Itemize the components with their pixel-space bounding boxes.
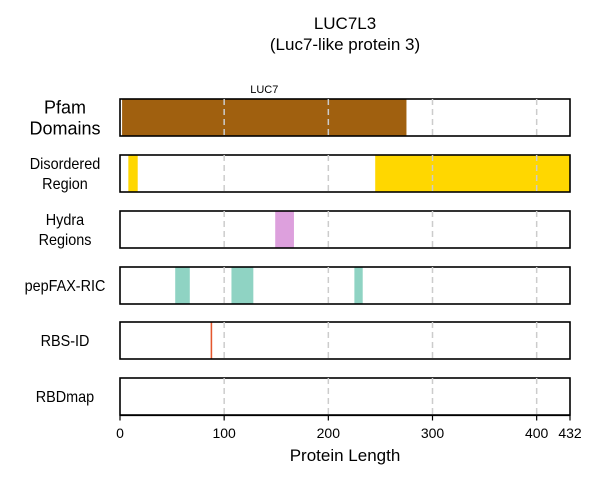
track-label-rbsid-line-0: RBS-ID [41, 332, 90, 350]
grid-layer [223, 99, 538, 415]
segment-pepfax-1 [231, 267, 254, 304]
track-label-disordered-line-0: Disordered [30, 155, 100, 173]
track-frame-rbdmap [119, 377, 571, 416]
track-frame-pfam [119, 98, 571, 137]
track-frame-pepfax [119, 266, 571, 305]
track-pepfax: pepFAX-RIC [25, 267, 363, 304]
track-label-hydra-line-1: Regions [39, 231, 92, 249]
segment-disordered-1 [375, 155, 570, 192]
track-label-rbdmap-line-0: RBDmap [36, 388, 94, 406]
track-rbsid: RBS-ID [41, 322, 213, 359]
segment-hydra-0 [275, 211, 294, 248]
track-hydra: Hydra Regions [39, 211, 294, 249]
x-tick-label-5: 432 [558, 425, 582, 441]
track-frame-hydra [119, 210, 571, 249]
track-label-hydra-line-0: Hydra [46, 211, 85, 229]
x-tick-label-4: 400 [525, 425, 549, 441]
x-tick-label-3: 300 [421, 425, 445, 441]
x-tick-label-0: 0 [116, 425, 124, 441]
track-label-disordered-line-1: Region [42, 175, 88, 193]
track-disordered: Disordered Region [30, 155, 570, 193]
x-axis: 0 100 200 300 400 432 [116, 414, 582, 441]
segment-rbsid-0 [210, 322, 213, 359]
x-axis-label: Protein Length [290, 446, 401, 465]
x-tick-label-2: 200 [317, 425, 341, 441]
track-label-pepfax-line-0: pepFAX-RIC [25, 277, 106, 295]
segment-pepfax-2 [354, 267, 363, 304]
track-frame-rbsid [119, 321, 571, 360]
x-tick-label-1: 100 [212, 425, 236, 441]
segment-disordered-0 [128, 155, 138, 192]
track-rbdmap: RBDmap [36, 388, 94, 406]
domain-label-pfam-0: LUC7 [250, 84, 278, 96]
track-frame-disordered [119, 154, 571, 193]
track-label-pfam-line-1: Domains [29, 118, 100, 138]
track-label-pfam-line-0: Pfam [44, 97, 86, 117]
chart-title: LUC7L3 [314, 14, 376, 33]
segment-pfam-0 [122, 99, 407, 136]
segment-pepfax-0 [175, 267, 190, 304]
chart-subtitle: (Luc7-like protein 3) [270, 35, 420, 54]
